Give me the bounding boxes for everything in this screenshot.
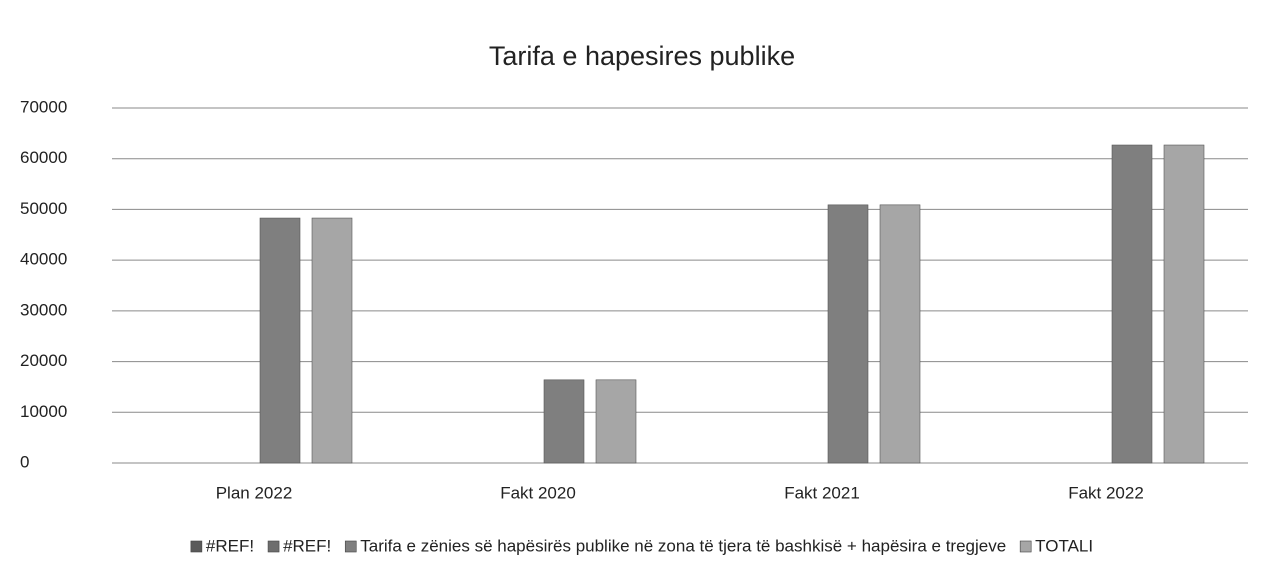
y-tick-label: 60000 — [20, 148, 67, 167]
legend-swatch — [344, 540, 357, 553]
chart-title: Tarifa e hapesires publike — [489, 41, 795, 71]
y-tick-label: 70000 — [20, 97, 67, 116]
legend-label: TOTALI — [1035, 536, 1093, 555]
y-tick-label: 50000 — [20, 199, 67, 218]
bar — [1111, 144, 1153, 464]
bar — [827, 204, 869, 464]
bar — [543, 379, 585, 464]
y-tick-label: 0 — [20, 452, 29, 471]
bar — [595, 379, 637, 464]
legend-swatch — [190, 540, 203, 553]
x-tick-label: Fakt 2021 — [784, 483, 860, 502]
bar — [259, 217, 301, 464]
y-tick-label: 30000 — [20, 300, 67, 319]
y-tick-label: 20000 — [20, 351, 67, 370]
x-tick-label: Fakt 2022 — [1068, 483, 1144, 502]
x-tick-label: Fakt 2020 — [500, 483, 576, 502]
bar — [1163, 144, 1205, 464]
y-tick-label: 10000 — [20, 402, 67, 421]
legend-label: #REF! — [283, 536, 331, 555]
y-tick-label: 40000 — [20, 250, 67, 269]
x-tick-label: Plan 2022 — [216, 483, 293, 502]
legend-label: Tarifa e zënies së hapësirës publike në … — [360, 536, 1006, 555]
bar — [879, 204, 921, 464]
legend-swatch — [1019, 540, 1032, 553]
legend-swatch — [267, 540, 280, 553]
legend-label: #REF! — [206, 536, 254, 555]
bar — [311, 217, 353, 464]
legend: #REF! #REF! Tarifa e zënies së hapësirës p… — [190, 536, 1093, 555]
